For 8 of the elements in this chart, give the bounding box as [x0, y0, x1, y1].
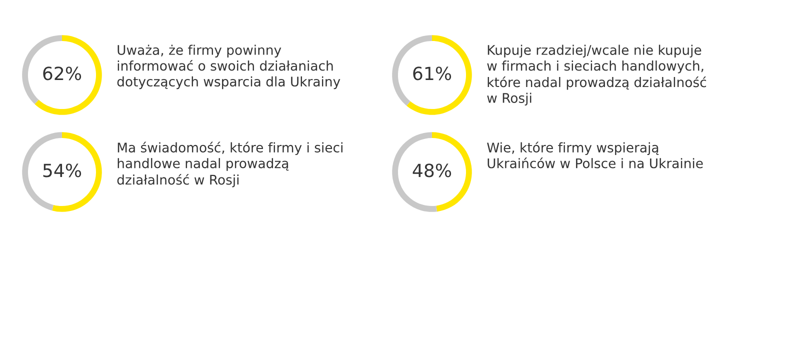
data-label: 54%	[43, 164, 82, 178]
text: Kupuje rzadziej/wcale nie kupuje w firmach i sieciach handlowych, które nadal prowadzą działalność w Rosji	[487, 44, 706, 106]
data-label: 61%	[413, 66, 452, 80]
text: Wie, które firmy wspierają Ukraińców w Polsce i na Ukrainie	[487, 142, 703, 168]
text: Ma świadomość, które firmy i sieci handlowe nadal prowadzą działalność w Rosji	[117, 142, 342, 188]
data-label: 48%	[412, 164, 452, 178]
data-label: 62%	[43, 66, 82, 80]
text: Uważa, że firmy powinny informować o swoich działaniach dotyczących wsparcia dla Ukrainy	[117, 44, 340, 90]
